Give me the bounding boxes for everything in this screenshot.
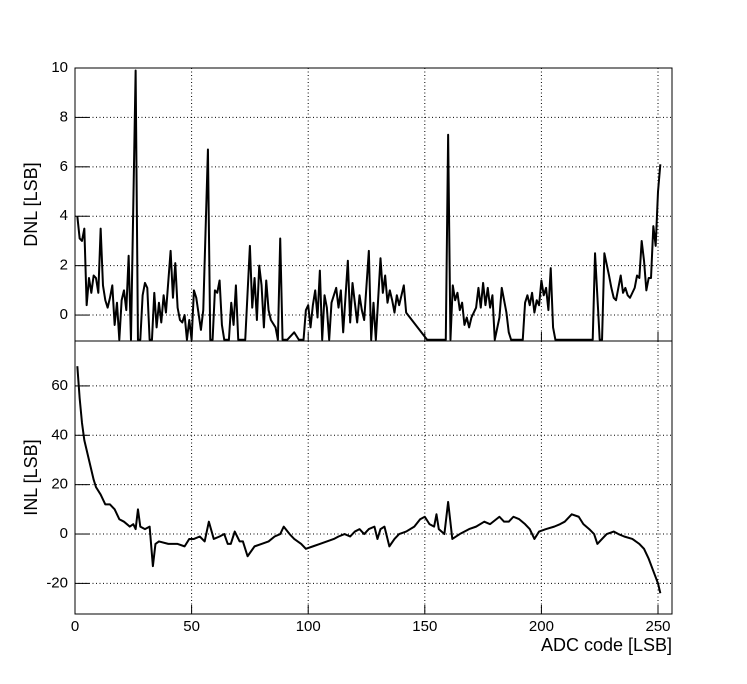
x-tick-label: 250 [645,618,670,635]
x-tick-label: 50 [183,618,200,635]
y-axis-title: INL [LSB] [21,439,41,515]
y-tick-label: 40 [51,426,68,443]
y-tick-label: 2 [60,257,68,274]
x-tick-label: 200 [529,618,554,635]
y-tick-label: 0 [60,525,68,542]
x-axis-title: ADC code [LSB] [541,635,672,655]
data-line [76,366,662,594]
y-tick-label: 0 [60,306,68,323]
y-tick-label: 6 [60,158,68,175]
x-tick-label: 0 [71,618,79,635]
y-tick-label: 60 [51,377,68,394]
y-tick-label: 4 [60,207,68,224]
plot-frame [74,340,673,615]
y-tick-label: 10 [51,59,68,76]
y-tick-label: -20 [46,574,68,591]
y-tick-label: 8 [60,108,68,125]
y-axis-title: DNL [LSB] [21,162,41,246]
data-line [76,69,662,341]
x-tick-label: 150 [412,618,437,635]
x-tick-label: 100 [296,618,321,635]
y-tick-label: 20 [51,476,68,493]
